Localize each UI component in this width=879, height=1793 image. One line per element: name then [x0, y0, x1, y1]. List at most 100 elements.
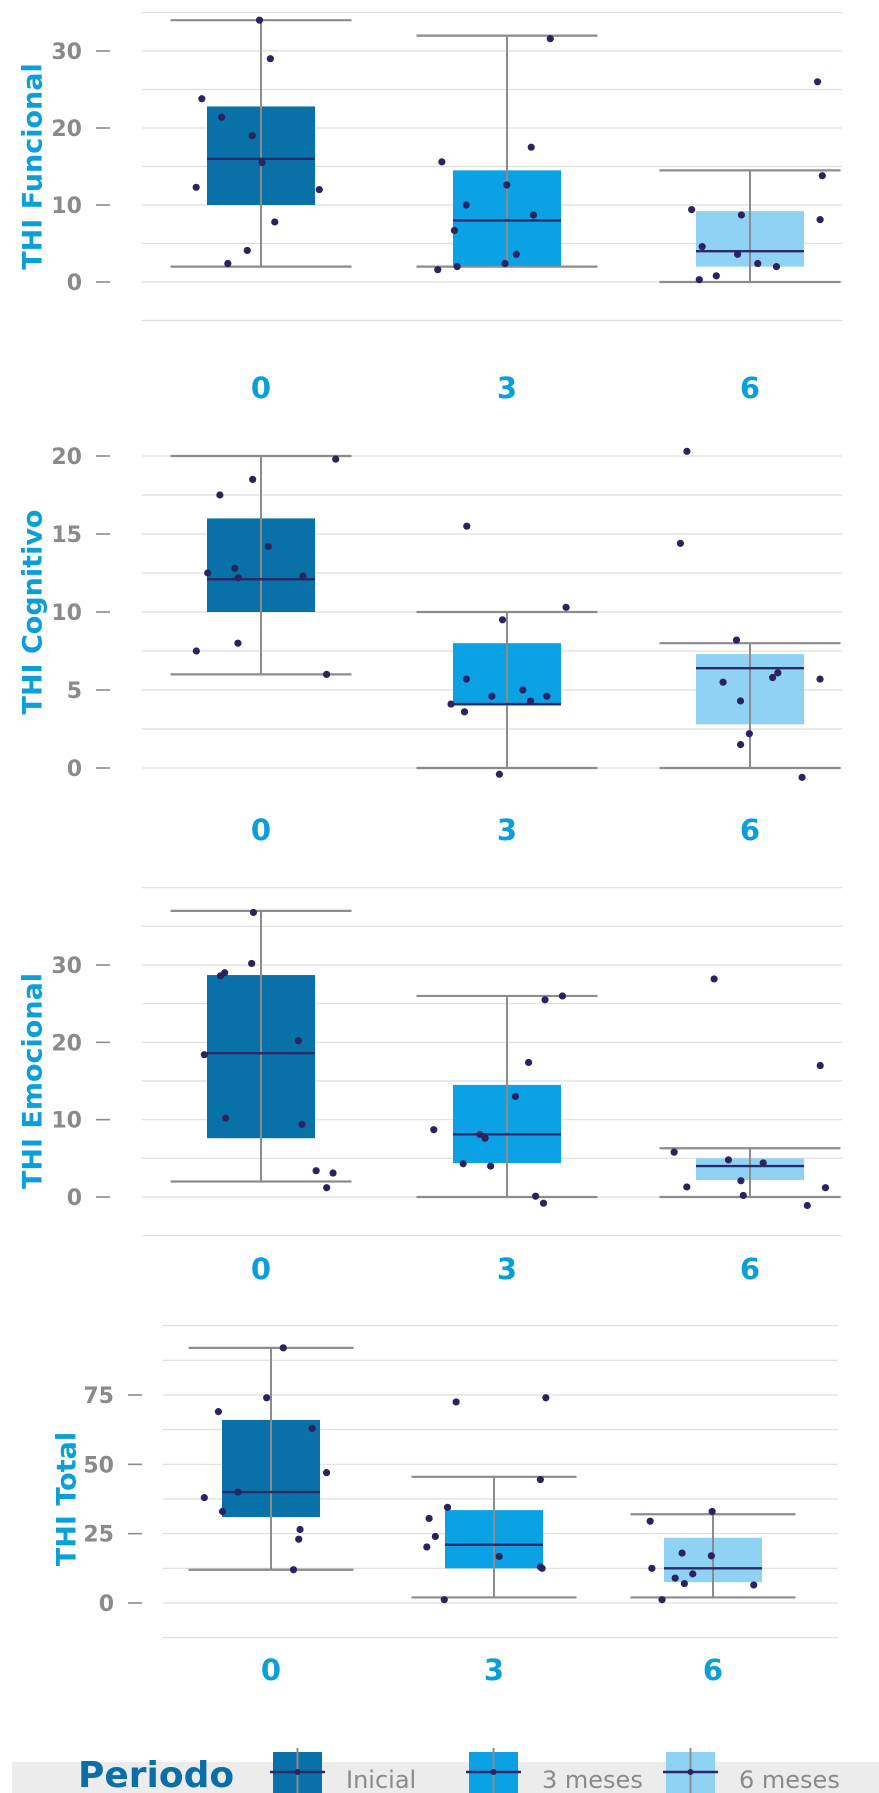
data-point [453, 263, 461, 271]
data-point [736, 697, 745, 705]
data-point [248, 959, 256, 968]
data-point [266, 55, 274, 63]
data-point [224, 259, 232, 268]
data-point [450, 226, 458, 235]
data-point [558, 992, 567, 1000]
y-tick-label: 5 [67, 679, 82, 704]
data-point [264, 542, 272, 551]
data-point [315, 186, 323, 194]
legend-item-6-meses: 6 meses [663, 1748, 840, 1793]
data-point [798, 773, 806, 781]
box-6 [630, 1507, 796, 1604]
data-point [322, 1469, 331, 1477]
y-tick-label: 10 [51, 1109, 82, 1134]
x-tick-label: 6 [703, 1653, 723, 1687]
data-point [248, 132, 256, 140]
y-tick-label: 20 [51, 445, 82, 470]
data-point [440, 1596, 448, 1604]
data-point [481, 1134, 489, 1142]
data-point [813, 78, 822, 86]
data-point [192, 183, 200, 191]
legend-swatch-point [294, 1769, 301, 1775]
data-point [425, 1514, 433, 1523]
y-axis-label: THI Cognitivo [18, 510, 49, 715]
y-tick-label: 0 [67, 271, 82, 296]
data-point [231, 564, 239, 572]
data-point [218, 1507, 227, 1516]
data-point [218, 113, 226, 121]
data-point [443, 1503, 452, 1511]
x-tick-label: 3 [497, 1252, 517, 1286]
legend-item-3-meses: 3 meses [466, 1748, 643, 1793]
data-point [308, 1424, 316, 1432]
data-point [289, 1566, 298, 1574]
y-tick-label: 30 [51, 954, 82, 979]
data-point [708, 1507, 716, 1516]
data-point [423, 1543, 431, 1551]
data-point [234, 574, 242, 582]
data-point [739, 1191, 747, 1200]
data-point [524, 1058, 533, 1067]
data-point [459, 1160, 467, 1168]
data-point [279, 1344, 287, 1352]
data-point [803, 1201, 811, 1210]
box-0 [170, 908, 352, 1192]
data-point [258, 159, 266, 167]
data-point [462, 675, 470, 683]
data-point [200, 1494, 208, 1502]
data-point [541, 996, 549, 1004]
data-point [816, 1061, 824, 1070]
data-point [249, 908, 258, 917]
x-tick-label: 3 [484, 1653, 504, 1687]
data-point [750, 1581, 758, 1589]
x-tick-label: 0 [251, 813, 271, 847]
data-point [658, 1596, 666, 1604]
data-point [512, 250, 520, 258]
data-point [724, 1156, 733, 1164]
y-tick-label: 25 [83, 1523, 114, 1548]
box-0 [170, 16, 352, 268]
box-3 [416, 34, 598, 274]
data-point [476, 1130, 484, 1138]
data-point [234, 1488, 242, 1496]
data-point [698, 242, 706, 251]
x-tick-label: 6 [740, 1252, 760, 1286]
data-point [768, 673, 777, 682]
data-point [271, 218, 279, 226]
y-tick-label: 20 [51, 117, 82, 142]
legend: Periodo Inicial 3 meses 6 meses [12, 1748, 879, 1793]
data-point [329, 1169, 337, 1177]
legend-item-inicial: Inicial [270, 1748, 416, 1793]
data-point [683, 447, 691, 455]
data-point [495, 1552, 503, 1561]
box-3 [416, 522, 598, 778]
data-point [683, 1183, 691, 1191]
data-point [546, 35, 554, 43]
data-point [495, 770, 503, 778]
y-tick-label: 10 [51, 194, 82, 219]
data-point [430, 1126, 438, 1134]
data-point [216, 491, 224, 499]
data-point [529, 211, 538, 219]
y-tick-label: 0 [67, 1186, 82, 1211]
data-point [322, 670, 331, 679]
data-point [243, 246, 251, 255]
legend-label: 3 meses [542, 1766, 643, 1793]
data-point [249, 475, 257, 483]
box-3 [416, 992, 598, 1207]
data-point [298, 1120, 306, 1128]
box-3 [411, 1394, 577, 1604]
y-tick-label: 75 [83, 1384, 114, 1409]
data-point [688, 206, 696, 214]
data-point [511, 1092, 519, 1101]
data-point [501, 259, 509, 268]
data-point [460, 708, 469, 716]
data-point [680, 1579, 688, 1588]
x-tick-label: 3 [497, 371, 517, 405]
data-point [200, 1051, 208, 1059]
data-point [772, 263, 781, 271]
x-tick-label: 6 [740, 813, 760, 847]
data-point [732, 636, 741, 644]
